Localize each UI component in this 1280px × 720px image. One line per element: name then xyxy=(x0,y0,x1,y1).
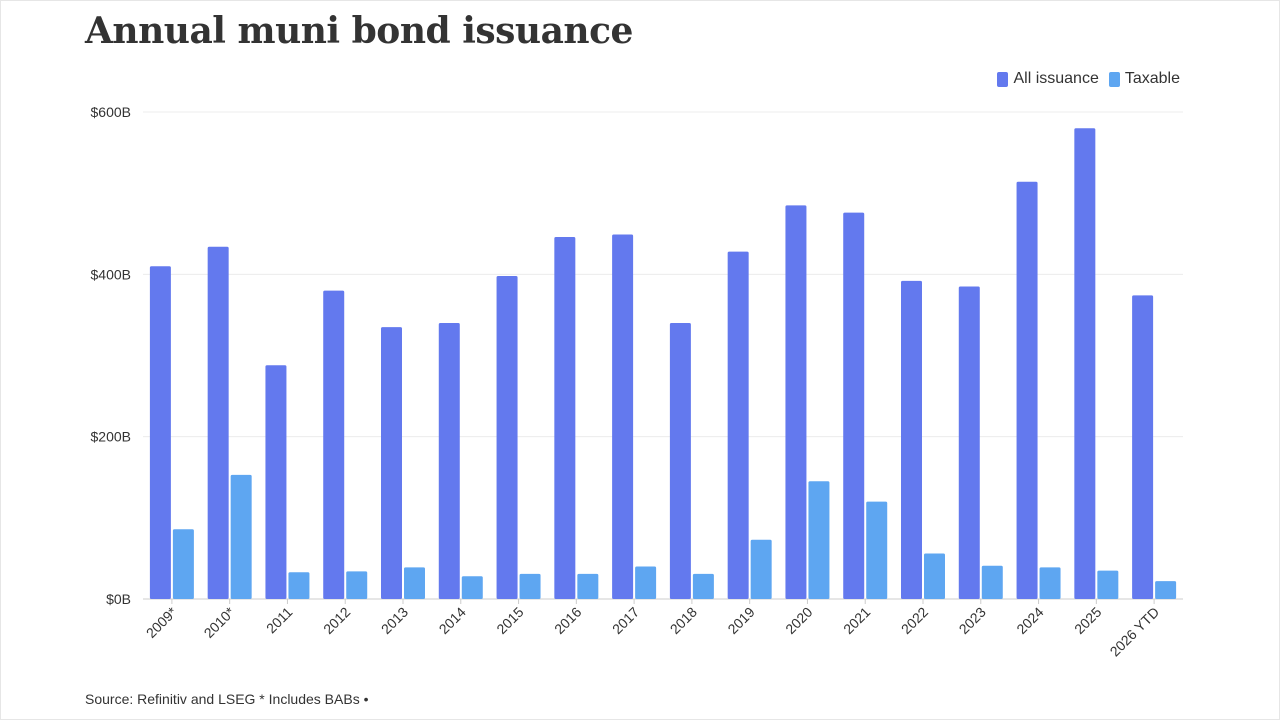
x-tick-label: 2018 xyxy=(667,604,700,637)
x-tick-label: 2019 xyxy=(724,604,757,637)
bar-taxable xyxy=(1155,581,1177,599)
x-tick-label: 2014 xyxy=(436,604,469,637)
bar-taxable xyxy=(808,481,830,599)
bar-all-issuance xyxy=(496,275,518,599)
bar-taxable xyxy=(924,553,945,599)
x-tick-label: 2016 xyxy=(551,604,584,637)
bar-all-issuance xyxy=(669,323,691,599)
bar-taxable xyxy=(404,567,425,599)
x-tick-label: 2011 xyxy=(263,604,296,637)
bar-all-issuance xyxy=(785,205,807,599)
x-tick-label: 2026 YTD xyxy=(1107,604,1163,660)
bar-all-issuance xyxy=(1074,128,1096,599)
x-tick-label: 2012 xyxy=(320,604,353,637)
legend-swatch-all-issuance xyxy=(997,71,1009,87)
bar-all-issuance xyxy=(554,236,576,599)
bar-all-issuance xyxy=(149,266,171,599)
bar-taxable xyxy=(750,539,772,599)
bar-taxable xyxy=(577,573,599,599)
legend-label-all-issuance: All issuance xyxy=(1013,70,1099,87)
bar-taxable xyxy=(981,565,1003,599)
x-tick-label: 2022 xyxy=(898,604,931,637)
bar-all-issuance xyxy=(438,323,460,599)
x-tick-label: 2013 xyxy=(378,604,411,637)
bar-taxable xyxy=(461,576,483,599)
bar-taxable xyxy=(1097,570,1119,599)
x-tick-label: 2025 xyxy=(1071,604,1104,637)
x-tick-label: 2015 xyxy=(493,604,526,637)
bar-taxable xyxy=(866,501,888,599)
x-tick-label: 2021 xyxy=(840,604,873,637)
bar-all-issuance xyxy=(901,280,922,599)
bar-all-issuance xyxy=(381,327,402,599)
y-tick-label: $200B xyxy=(91,429,131,445)
x-tick-label: 2009* xyxy=(143,603,181,641)
bar-taxable xyxy=(346,571,368,599)
bar-all-issuance xyxy=(207,246,229,599)
legend: All issuance Taxable xyxy=(997,70,1180,88)
bar-all-issuance xyxy=(323,290,345,599)
chart-title: Annual muni bond issuance xyxy=(85,10,633,52)
legend-item-all-issuance[interactable]: All issuance xyxy=(997,70,1099,88)
bar-all-issuance xyxy=(1132,295,1154,599)
source-note: Source: Refinitiv and LSEG * Includes BA… xyxy=(85,691,369,707)
legend-item-taxable[interactable]: Taxable xyxy=(1108,70,1180,88)
bar-all-issuance xyxy=(843,212,865,599)
bar-taxable xyxy=(635,566,657,599)
x-tick-label: 2023 xyxy=(956,604,989,637)
bar-all-issuance xyxy=(958,286,980,599)
bar-all-issuance xyxy=(727,251,749,599)
bar-taxable xyxy=(230,474,252,599)
bar-all-issuance xyxy=(612,234,634,600)
x-tick-label: 2020 xyxy=(782,604,815,637)
x-tick-label: 2017 xyxy=(609,604,642,637)
x-tick-label: 2010* xyxy=(201,603,239,641)
bar-taxable xyxy=(288,572,310,599)
bar-taxable xyxy=(1039,567,1061,599)
legend-label-taxable: Taxable xyxy=(1124,70,1180,87)
bar-all-issuance xyxy=(265,365,287,599)
bar-taxable xyxy=(519,573,541,599)
y-tick-label: $600B xyxy=(91,104,131,120)
bar-all-issuance xyxy=(1016,181,1038,599)
y-tick-label: $0B xyxy=(106,591,131,607)
bar-taxable xyxy=(692,573,714,599)
x-tick-label: 2024 xyxy=(1013,604,1046,637)
y-tick-label: $400B xyxy=(91,266,131,282)
bar-taxable xyxy=(172,529,194,599)
legend-swatch-taxable xyxy=(1108,71,1120,87)
